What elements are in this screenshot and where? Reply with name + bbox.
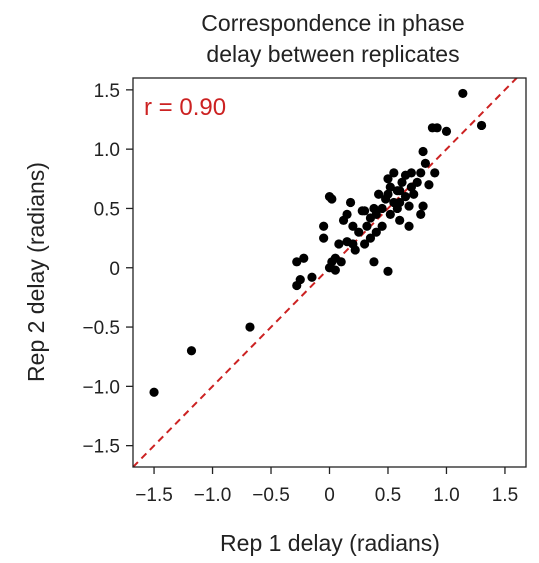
data-point: [348, 221, 358, 231]
data-point: [359, 239, 370, 249]
data-point: [186, 346, 197, 356]
data-point: [400, 191, 411, 202]
data-point: [476, 120, 487, 131]
data-point: [354, 227, 364, 237]
data-point: [295, 275, 305, 285]
data-point: [416, 209, 426, 219]
data-point: [365, 233, 376, 243]
data-point: [420, 158, 431, 168]
data-point: [383, 189, 393, 199]
y-axis-label: Rep 2 delay (radians): [23, 162, 49, 382]
data-point: [441, 126, 452, 136]
data-point: [369, 257, 379, 267]
data-point: [385, 209, 395, 219]
x-tick-label: −0.5: [252, 485, 290, 506]
x-axis-label: Rep 1 delay (radians): [220, 530, 440, 556]
data-point: [374, 189, 384, 199]
x-tick-label: 0.5: [375, 485, 401, 506]
data-point: [334, 239, 344, 249]
y-tick-label: 0: [109, 259, 120, 280]
data-point: [336, 257, 346, 267]
data-point: [149, 387, 159, 397]
correlation-annotation: r = 0.90: [144, 94, 226, 121]
data-point: [362, 221, 372, 231]
data-point: [424, 180, 434, 190]
data-point: [406, 182, 416, 192]
y-tick-label: 1.5: [94, 81, 120, 102]
data-point: [409, 189, 419, 199]
y-axis-ticks: −1.5 −1.0 −0.5 0 0.5 1.0 1.5: [82, 81, 133, 458]
data-point: [458, 88, 468, 99]
data-point: [383, 174, 393, 184]
data-point: [392, 186, 402, 196]
x-tick-label: 1.5: [492, 485, 518, 506]
data-point: [404, 221, 414, 231]
data-point: [377, 203, 387, 214]
data-point: [371, 209, 381, 219]
data-point: [418, 201, 428, 211]
data-point: [418, 146, 428, 157]
data-point: [430, 168, 440, 178]
data-point: [342, 209, 352, 219]
y-tick-label: −0.5: [82, 318, 120, 339]
data-point: [377, 221, 387, 231]
data-point: [345, 197, 356, 208]
chart-title-line-1: Correspondence in phase: [201, 10, 464, 36]
data-point: [319, 221, 329, 231]
data-point: [307, 272, 317, 282]
x-tick-label: −1.5: [135, 485, 173, 506]
y-tick-label: −1.0: [82, 377, 120, 398]
plot-area: [133, 78, 519, 467]
data-point: [350, 245, 360, 255]
x-axis-ticks: −1.5 −1.0 −0.5 0 0.5 1.0 1.5: [135, 467, 518, 506]
data-point: [404, 201, 414, 211]
x-tick-label: 0: [324, 485, 335, 506]
data-point: [245, 322, 255, 332]
x-tick-label: 1.0: [433, 485, 459, 506]
data-point: [371, 227, 381, 237]
chart-title-line-2: delay between replicates: [206, 41, 459, 67]
data-point: [389, 168, 399, 178]
data-point: [292, 257, 302, 267]
y-tick-label: −1.5: [82, 437, 120, 458]
data-point: [397, 177, 407, 187]
data-point: [327, 194, 337, 204]
data-point: [395, 197, 405, 208]
data-point: [432, 123, 442, 133]
y-tick-label: 0.5: [94, 199, 120, 220]
data-point: [416, 168, 426, 178]
y-tick-label: 1.0: [94, 140, 120, 161]
data-point: [395, 215, 405, 225]
data-point: [383, 266, 393, 276]
data-point: [330, 265, 340, 275]
data-point: [319, 233, 329, 243]
data-point: [385, 182, 395, 192]
plot-frame: [132, 77, 527, 468]
data-point: [299, 253, 309, 263]
data-point: [406, 168, 416, 178]
data-point: [359, 206, 370, 216]
x-tick-label: −1.0: [194, 485, 232, 506]
